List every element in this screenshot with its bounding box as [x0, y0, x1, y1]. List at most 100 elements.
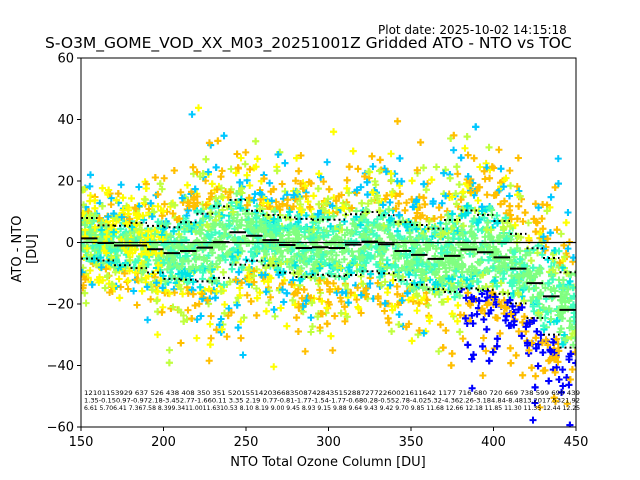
- scatter-point: [377, 252, 385, 260]
- scatter-point: [518, 332, 526, 340]
- scatter-point: [262, 307, 270, 315]
- scatter-point: [418, 274, 426, 282]
- scatter-point: [530, 246, 538, 254]
- scatter-point: [290, 290, 298, 298]
- scatter-point: [426, 242, 434, 250]
- scatter-point: [305, 178, 313, 186]
- scatter-point: [527, 257, 535, 265]
- scatter-point: [428, 176, 436, 184]
- scatter-point: [471, 234, 479, 242]
- scatter-point: [532, 297, 540, 305]
- scatter-point: [296, 204, 304, 212]
- scatter-point: [349, 147, 357, 155]
- scatter-point: [540, 322, 548, 330]
- scatter-points: [81, 104, 576, 427]
- scatter-point: [331, 235, 339, 243]
- scatter-point: [448, 246, 456, 254]
- scatter-point: [266, 293, 274, 301]
- scatter-point: [145, 251, 153, 259]
- scatter-point: [350, 257, 358, 265]
- scatter-point: [458, 226, 466, 234]
- scatter-point: [213, 277, 221, 285]
- scatter-point: [394, 255, 402, 263]
- scatter-point: [341, 281, 349, 289]
- scatter-point: [245, 194, 253, 202]
- scatter-point: [406, 283, 414, 291]
- scatter-point: [327, 240, 335, 248]
- scatter-point: [196, 266, 204, 274]
- scatter-point: [181, 228, 189, 236]
- scatter-point: [373, 215, 381, 223]
- scatter-point: [555, 247, 563, 255]
- scatter-point: [341, 317, 349, 325]
- scatter-point: [241, 160, 249, 168]
- scatter-point: [571, 269, 576, 277]
- scatter-point: [478, 203, 486, 211]
- scatter-point: [237, 239, 245, 247]
- scatter-point: [516, 255, 524, 263]
- scatter-point: [485, 143, 493, 151]
- scatter-point: [102, 265, 110, 273]
- scatter-point: [456, 328, 464, 336]
- scatter-point: [568, 323, 576, 331]
- scatter-point: [556, 328, 564, 336]
- scatter-point: [197, 312, 205, 320]
- scatter-point: [559, 382, 567, 390]
- scatter-point: [250, 164, 258, 172]
- scatter-point: [119, 206, 127, 214]
- scatter-point: [343, 226, 351, 234]
- scatter-point: [345, 299, 353, 307]
- scatter-point: [188, 286, 196, 294]
- scatter-point: [329, 346, 337, 354]
- scatter-point: [245, 276, 253, 284]
- scatter-point: [234, 211, 242, 219]
- scatter-point: [365, 174, 373, 182]
- scatter-point: [386, 281, 394, 289]
- scatter-point: [82, 299, 90, 307]
- scatter-point: [111, 214, 119, 222]
- scatter-point: [448, 193, 456, 201]
- scatter-point: [395, 211, 403, 219]
- scatter-point: [387, 150, 395, 158]
- scatter-point: [202, 155, 210, 163]
- scatter-point: [278, 180, 286, 188]
- scatter-point: [144, 234, 152, 242]
- scatter-point: [217, 173, 225, 181]
- scatter-point: [247, 297, 255, 305]
- scatter-point: [539, 245, 547, 253]
- scatter-point: [301, 272, 309, 280]
- scatter-point: [437, 213, 445, 221]
- scatter-point: [440, 261, 448, 269]
- scatter-point: [169, 210, 177, 218]
- scatter-point: [154, 190, 162, 198]
- scatter-point: [144, 316, 152, 324]
- scatter-point: [226, 278, 234, 286]
- scatter-point: [234, 164, 242, 172]
- scatter-point: [485, 309, 493, 317]
- scatter-point: [563, 373, 571, 381]
- scatter-point: [368, 152, 376, 160]
- scatter-point: [459, 188, 467, 196]
- scatter-point: [420, 329, 428, 337]
- scatter-point: [245, 266, 253, 274]
- scatter-point: [323, 227, 331, 235]
- scatter-point: [456, 283, 464, 291]
- scatter-point: [551, 368, 559, 376]
- scatter-point: [453, 317, 461, 325]
- scatter-point: [192, 263, 200, 271]
- scatter-point: [250, 272, 258, 280]
- scatter-point: [554, 358, 562, 366]
- scatter-point: [480, 167, 488, 175]
- scatter-point: [462, 314, 470, 322]
- scatter-point: [301, 347, 309, 355]
- scatter-point: [364, 251, 372, 259]
- scatter-point: [238, 263, 246, 271]
- scatter-point: [532, 284, 540, 292]
- scatter-point: [289, 296, 297, 304]
- scatter-point: [357, 221, 365, 229]
- scatter-point: [542, 336, 550, 344]
- scatter-point: [479, 371, 487, 379]
- scatter-point: [551, 397, 559, 405]
- scatter-point: [515, 187, 523, 195]
- scatter-point: [459, 335, 467, 343]
